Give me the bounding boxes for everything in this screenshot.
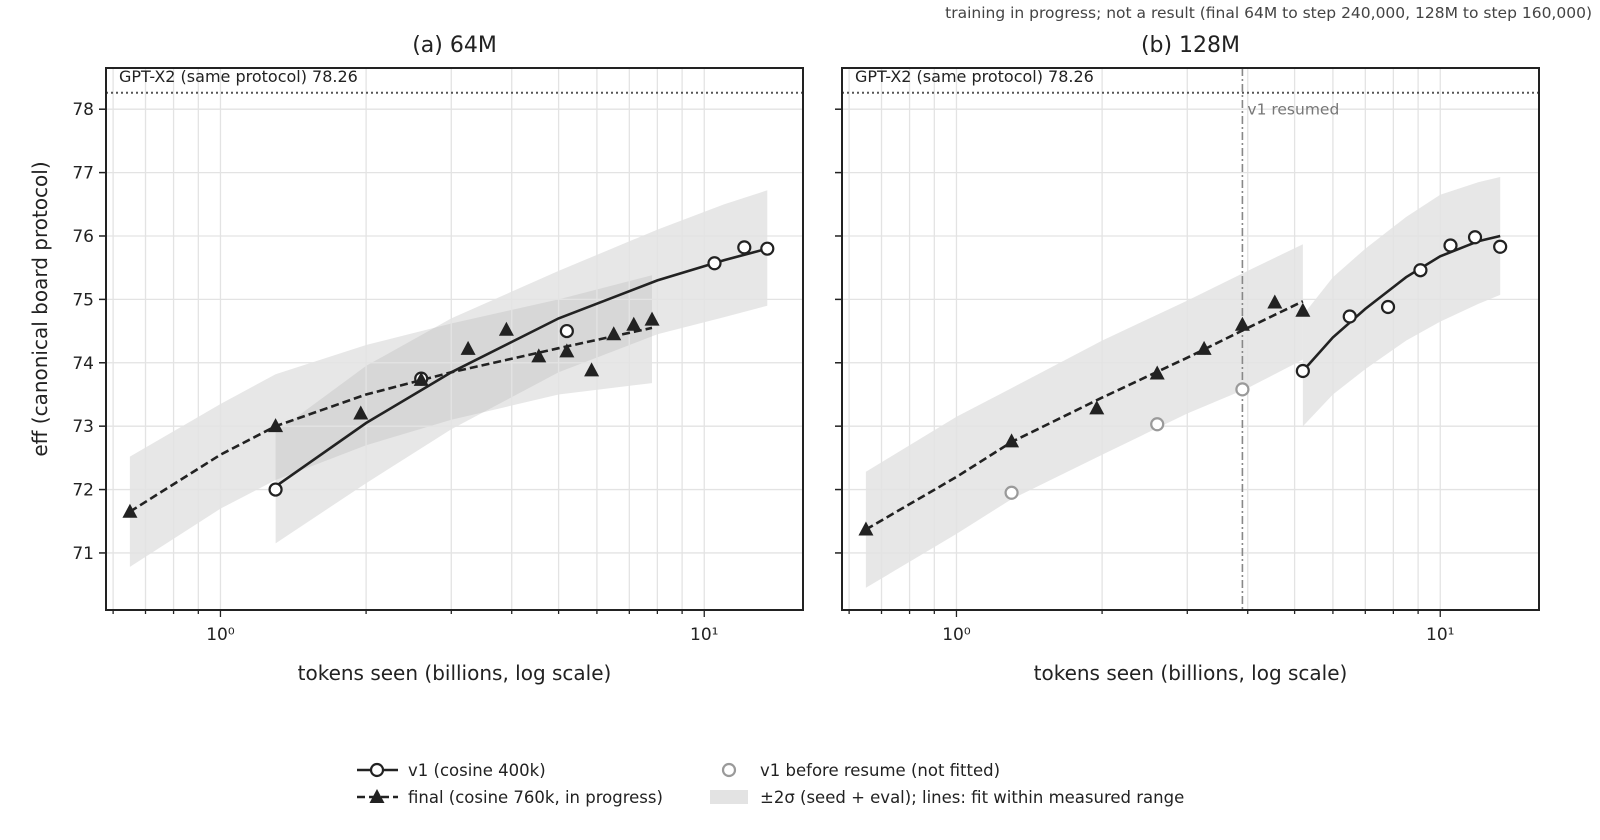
x-tick-label: 10⁰ <box>942 625 971 645</box>
uncertainty-bands <box>865 177 1501 588</box>
legend-label: ±2σ (seed + eval); lines: fit within mea… <box>760 788 1184 807</box>
y-tick-label: 71 <box>72 544 94 564</box>
band-v1 <box>275 190 768 544</box>
band-final <box>865 244 1303 588</box>
circle-point <box>1342 309 1357 324</box>
triangle-point <box>584 362 600 377</box>
circle-point <box>1295 363 1310 379</box>
circle-point <box>737 240 752 255</box>
triangle-point <box>1267 294 1283 309</box>
circle-point <box>559 323 574 339</box>
reference-label: GPT-X2 (same protocol) 78.26 <box>855 67 1094 86</box>
triangle-point <box>1004 433 1020 448</box>
axes-frame <box>841 67 1540 611</box>
triangle-point <box>858 521 874 536</box>
circle-point <box>1443 238 1458 253</box>
axes: 10⁰ 10¹ <box>835 67 1540 645</box>
triangle-point <box>122 503 138 518</box>
band-final <box>129 275 652 567</box>
legend-gray-circle-marker <box>721 762 737 778</box>
y-tick-label: 74 <box>72 354 94 374</box>
circle-point <box>760 241 775 256</box>
fit-line-solid <box>274 247 768 488</box>
panel-title: (a) 64M <box>412 33 497 58</box>
data-points <box>858 230 1508 536</box>
triangle-point <box>606 326 622 341</box>
triangle-point <box>413 371 429 386</box>
triangle-point <box>559 343 575 358</box>
reference-label: GPT-X2 (same protocol) 78.26 <box>119 67 358 86</box>
triangle-point <box>460 340 476 355</box>
triangle-point <box>1295 302 1311 317</box>
y-tick-label: 78 <box>72 100 94 120</box>
x-tick-label: 10¹ <box>690 625 718 645</box>
triangle-point <box>1234 316 1250 331</box>
triangle-point <box>268 418 284 433</box>
panel-128m: 10⁰ 10¹ (b) 128M tokens seen (billions, l… <box>835 33 1540 685</box>
legend-label: final (cosine 760k, in progress) <box>408 788 663 807</box>
triangle-point <box>531 348 547 363</box>
circle-point <box>1493 239 1508 254</box>
circle-point <box>1413 263 1428 278</box>
fit-line-dashed <box>129 326 653 513</box>
y-tick-label: 76 <box>72 227 94 247</box>
x-tick-label: 10¹ <box>1426 625 1454 645</box>
triangle-point <box>1089 400 1105 415</box>
axes: 71 72 73 74 75 76 77 78 10⁰ 10¹ <box>72 67 804 645</box>
triangle-point <box>1196 340 1212 355</box>
axes-frame <box>105 67 804 611</box>
x-axis-label: tokens seen (billions, log scale) <box>1034 661 1348 685</box>
y-axis-label: eff (canonical board protocol) <box>28 161 52 456</box>
gray-circle-point <box>1150 417 1165 432</box>
fit-lines <box>129 247 768 513</box>
figure-note: training in progress; not a result (fina… <box>945 4 1592 22</box>
circle-point <box>1380 299 1396 315</box>
legend: v1 (cosine 400k) final (cosine 760k, in … <box>357 761 1184 807</box>
y-tick-label: 72 <box>72 481 94 501</box>
x-tick-label: 10⁰ <box>206 625 235 645</box>
data-points <box>122 240 775 518</box>
uncertainty-bands <box>129 190 768 567</box>
gray-circle-point <box>1004 485 1019 500</box>
panel-title: (b) 128M <box>1141 33 1240 58</box>
y-tick-label: 73 <box>72 417 94 437</box>
resume-label: v1 resumed <box>1247 100 1339 118</box>
legend-triangle-marker <box>369 789 385 803</box>
circle-point <box>268 482 283 497</box>
gridlines <box>842 68 1539 610</box>
y-tick-label: 77 <box>72 164 94 184</box>
triangle-point <box>353 405 369 420</box>
x-axis-label: tokens seen (billions, log scale) <box>298 661 612 685</box>
panel-64m: 71 72 73 74 75 76 77 78 10⁰ 10¹ (a) 64M tokens se… <box>28 33 804 685</box>
legend-label: v1 (cosine 400k) <box>408 761 546 780</box>
triangle-point <box>1149 365 1165 380</box>
circle-point <box>707 256 722 271</box>
legend-item-final: final (cosine 760k, in progress) <box>357 788 663 807</box>
triangle-point <box>626 316 642 331</box>
legend-item-band: ±2σ (seed + eval); lines: fit within mea… <box>710 788 1184 807</box>
legend-circle-marker <box>369 762 385 778</box>
gridlines <box>106 68 803 610</box>
legend-label: v1 before resume (not fitted) <box>760 761 1000 780</box>
triangle-point <box>644 311 660 326</box>
gray-circle-point <box>1235 382 1250 397</box>
triangle-point <box>498 321 514 336</box>
legend-item-v1: v1 (cosine 400k) <box>357 761 546 780</box>
y-tick-label: 75 <box>72 290 94 310</box>
circle-point <box>1467 230 1483 245</box>
legend-band-swatch <box>710 790 748 804</box>
legend-item-before-resume: v1 before resume (not fitted) <box>721 761 1000 780</box>
